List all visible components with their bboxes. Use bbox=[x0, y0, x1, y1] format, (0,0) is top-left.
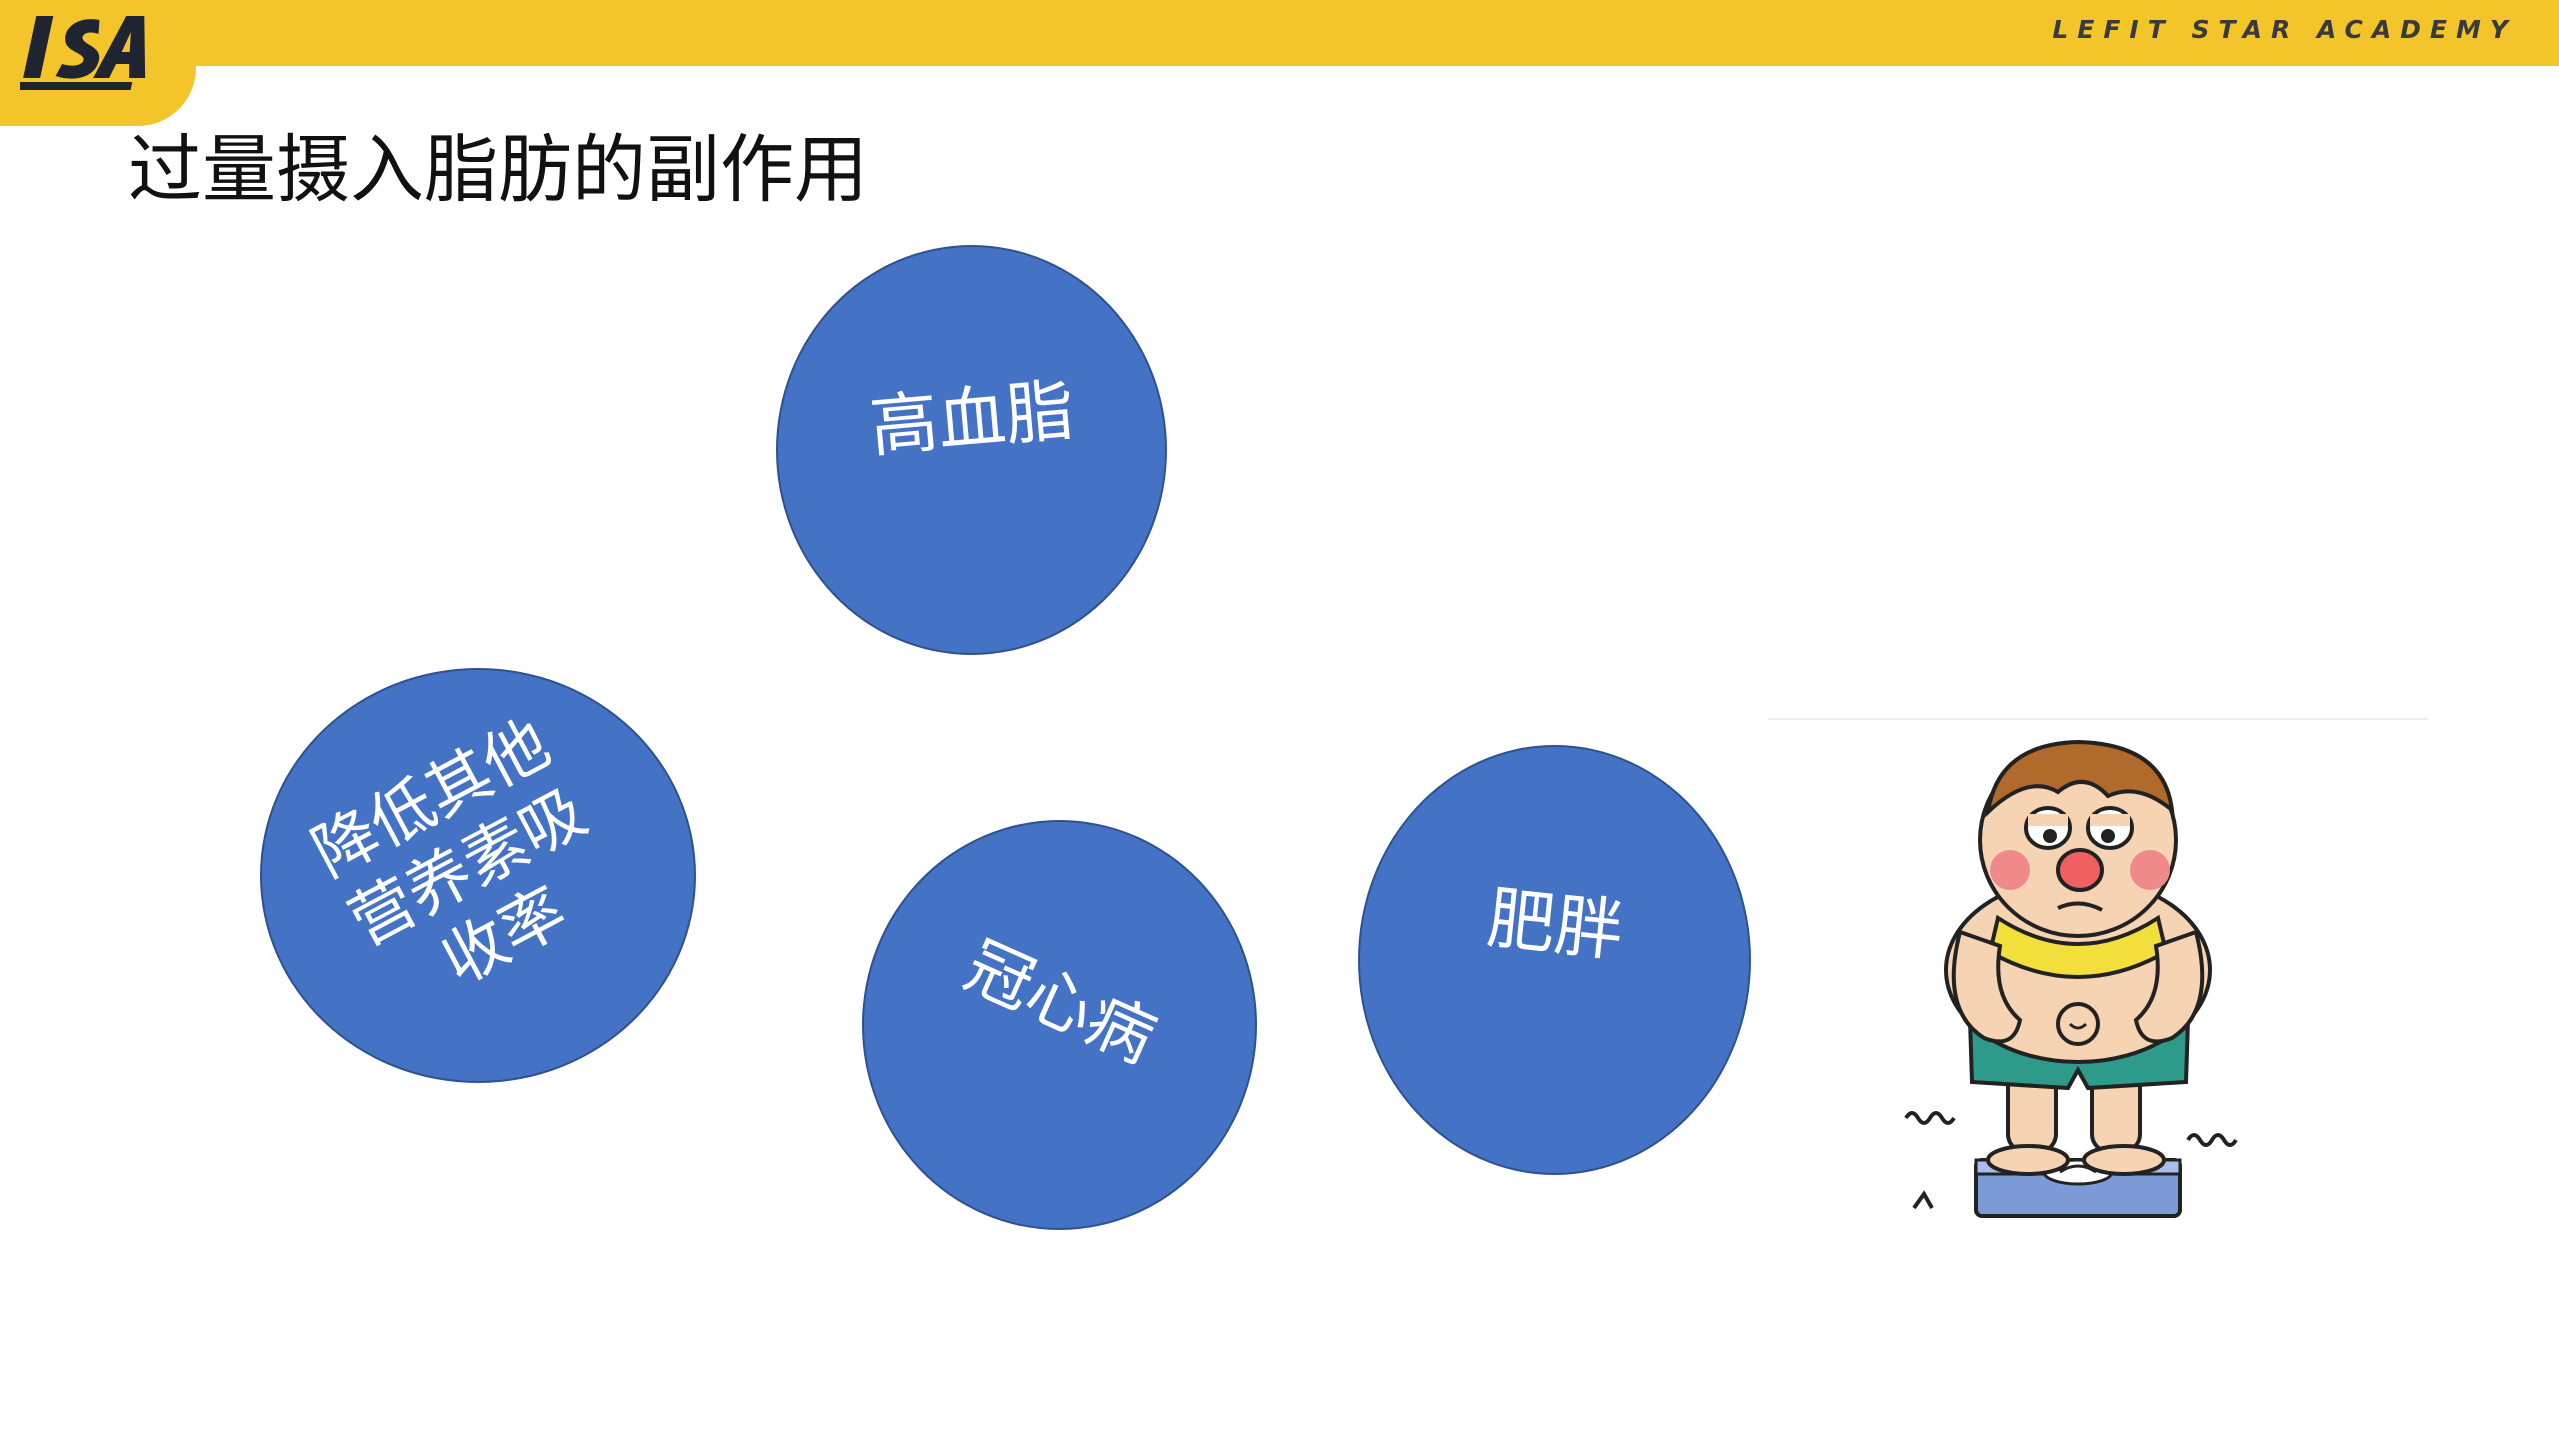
lsa-logo-icon bbox=[20, 16, 146, 90]
bubble-hyperlipidemia: 高血脂 bbox=[776, 245, 1167, 655]
logo-tab bbox=[0, 0, 196, 126]
image-top-border bbox=[1768, 718, 2428, 720]
bubble-label: 降低其他 营养素吸 收率 bbox=[300, 705, 599, 1000]
brand-name: LEFIT STAR ACADEMY bbox=[2052, 15, 2517, 44]
bubble-reduced-absorption: 降低其他 营养素吸 收率 bbox=[260, 668, 696, 1083]
bubble-label: 冠心病 bbox=[953, 927, 1166, 1078]
overweight-man-on-scale-icon bbox=[1904, 739, 2238, 1218]
header-bar bbox=[0, 0, 2559, 66]
slide-title: 过量摄入脂肪的副作用 bbox=[128, 127, 868, 213]
bubble-obesity: 肥胖 bbox=[1358, 745, 1751, 1175]
bubble-label: 高血脂 bbox=[866, 371, 1077, 468]
bubble-label: 肥胖 bbox=[1482, 879, 1627, 972]
bubble-heart-disease: 冠心病 bbox=[862, 820, 1257, 1230]
